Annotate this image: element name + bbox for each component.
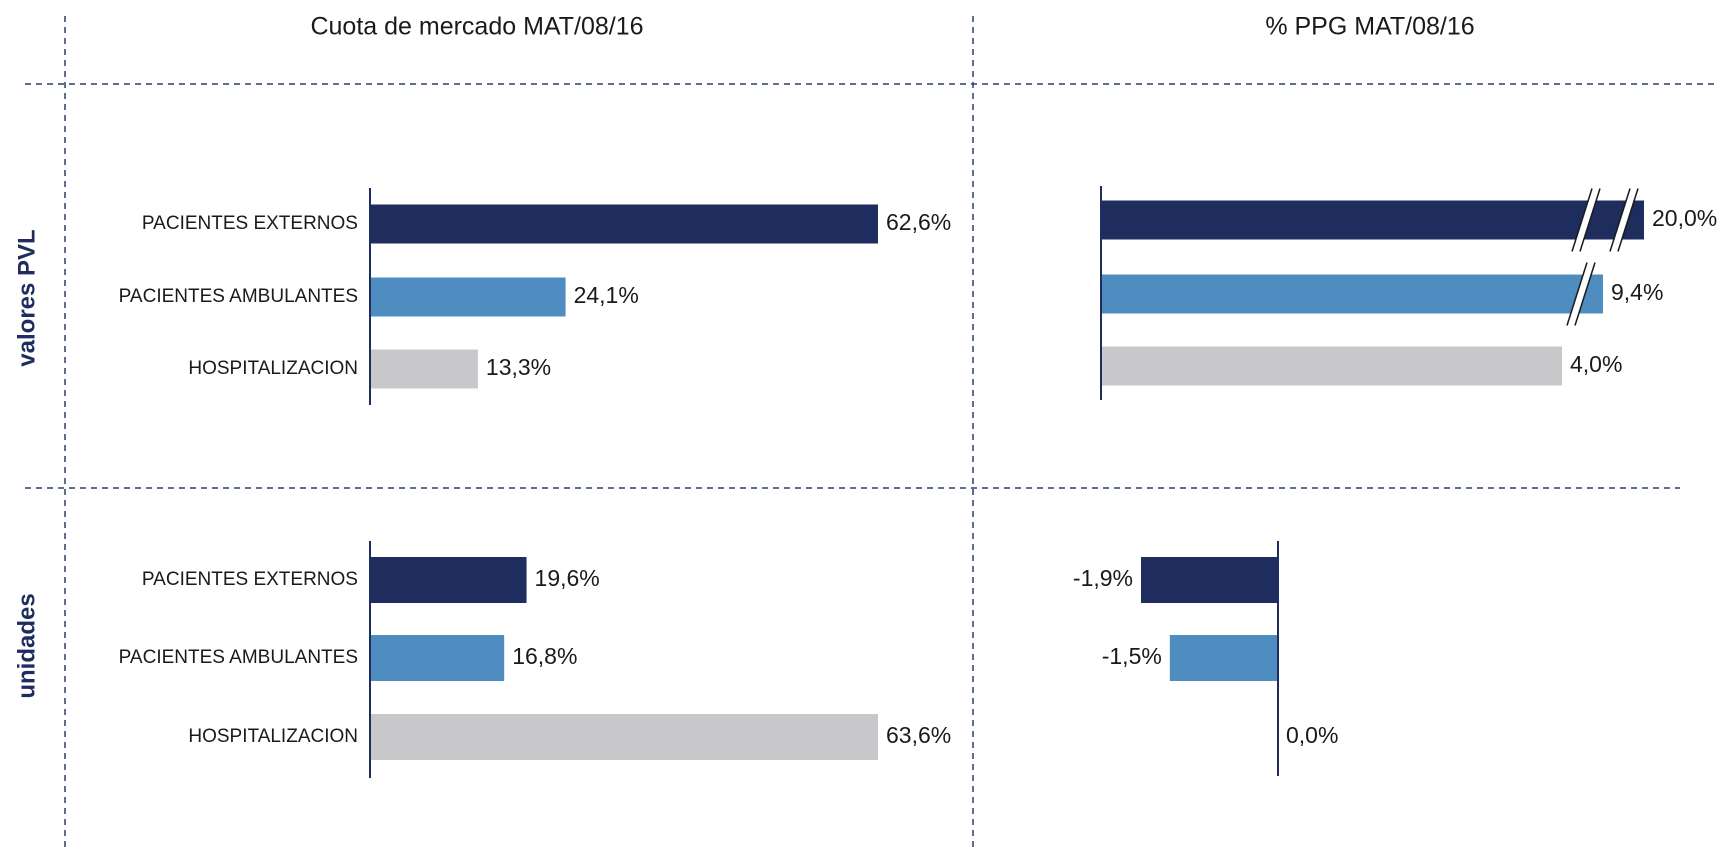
category-label: PACIENTES AMBULANTES (119, 286, 358, 307)
value-label: 63,6% (886, 722, 951, 748)
row-label: unidades (13, 593, 40, 698)
category-label: PACIENTES EXTERNOS (142, 213, 358, 234)
value-label: 9,4% (1611, 279, 1663, 305)
bar (370, 349, 478, 389)
bar (1101, 200, 1644, 240)
bar (370, 277, 566, 317)
bar (370, 714, 878, 760)
axis-break (1574, 262, 1596, 326)
column-title: Cuota de mercado MAT/08/16 (310, 13, 643, 41)
axis-break (1567, 262, 1595, 326)
axis-break (1566, 262, 1588, 326)
value-label: 24,1% (574, 282, 639, 308)
value-label: 13,3% (486, 354, 551, 380)
bar (370, 557, 527, 603)
value-label: -1,9% (1073, 565, 1133, 591)
axis-break (1609, 188, 1631, 252)
category-label: PACIENTES EXTERNOS (142, 569, 358, 590)
bar (370, 635, 505, 681)
value-label: 62,6% (886, 209, 951, 235)
bar (1169, 635, 1278, 681)
category-label: PACIENTES AMBULANTES (119, 647, 358, 668)
bar (370, 204, 878, 244)
axis-break (1572, 188, 1600, 252)
value-label: 0,0% (1286, 722, 1338, 748)
bar (1101, 274, 1603, 314)
axis-break (1571, 188, 1593, 252)
category-label: HOSPITALIZACION (188, 726, 358, 747)
bar (1141, 557, 1278, 603)
value-label: 20,0% (1652, 205, 1717, 231)
value-label: 4,0% (1570, 351, 1622, 377)
bar (1101, 346, 1562, 386)
row-label: valores PVL (13, 229, 40, 366)
axis-break (1610, 188, 1638, 252)
axis-break (1579, 188, 1601, 252)
value-label: 19,6% (535, 565, 600, 591)
axis-break (1617, 188, 1639, 252)
value-label: 16,8% (512, 643, 577, 669)
value-label: -1,5% (1102, 643, 1162, 669)
category-label: HOSPITALIZACION (188, 358, 358, 379)
column-title: % PPG MAT/08/16 (1265, 13, 1474, 41)
